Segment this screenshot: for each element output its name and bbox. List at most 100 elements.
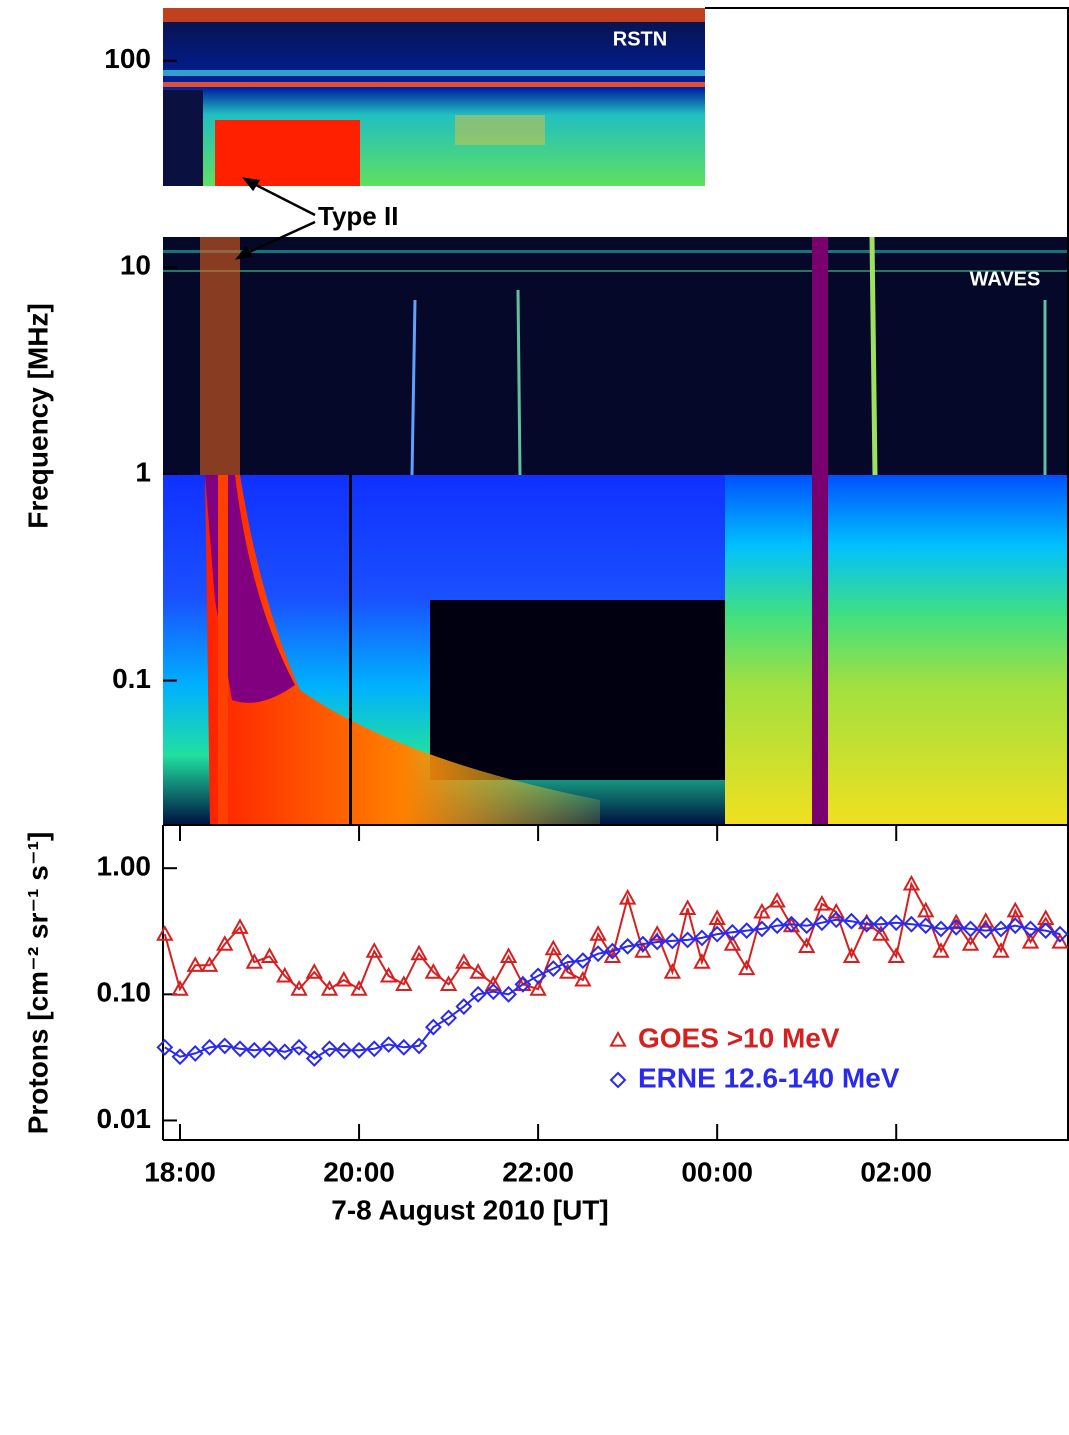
diamond-marker [559,953,577,971]
y-tick-label: 10 [120,250,151,281]
triangle-marker [872,925,890,941]
diamond-marker [395,1038,413,1056]
y-tick-label: 100 [104,43,151,74]
diamond-marker [216,1037,234,1055]
legend-label: ERNE 12.6-140 MeV [638,1062,900,1093]
diamond-marker [290,1038,308,1056]
triangle-marker [424,963,443,979]
diamond-marker [186,1045,204,1062]
series-line [164,918,1061,1060]
diamond-marker [947,918,965,936]
diamond-marker [544,960,562,977]
diamond-marker [455,998,473,1015]
diamond-marker [962,920,979,938]
triangle-marker [648,925,666,941]
x-tick-label: 18:00 [144,1156,216,1187]
diamond-marker [693,929,711,947]
series-line [163,881,1061,992]
x-axis-label: 7-8 August 2010 [UT] [331,1194,608,1225]
diamond-marker [872,915,890,933]
annotation: WAVES [970,268,1041,290]
annotation-arrows [235,177,316,260]
diamond-marker [156,1038,174,1056]
triangle-marker [753,902,771,919]
triangle-marker [663,963,682,979]
triangle-marker [276,966,294,983]
annotation: RSTN [613,28,667,50]
diamond-marker [500,985,517,1003]
triangle-marker [589,925,607,941]
triangle-marker [320,980,339,996]
triangle-marker [618,888,637,905]
diamond-marker [276,1043,294,1061]
triangle-marker [365,942,383,958]
y-tick-label: 0.01 [97,1103,152,1134]
triangle-marker [484,975,503,991]
diamond-marker [335,1041,353,1059]
triangle-marker [961,935,980,951]
diamond-marker [753,920,771,938]
triangle-marker [469,963,487,979]
triangle-marker [813,894,831,911]
diamond-marker [484,983,502,1001]
diamond-marker [1022,920,1039,938]
x-tick-label: 20:00 [323,1156,395,1187]
diamond-marker [723,923,741,941]
x-tick-label: 02:00 [860,1156,932,1187]
diamond-marker [380,1036,398,1053]
triangle-marker [609,1030,627,1047]
triangle-marker [395,975,413,991]
triangle-marker [917,901,935,918]
triangle-marker [738,959,756,976]
diamond-marker [813,914,831,932]
diamond-marker [469,985,487,1003]
diamond-marker [858,915,876,933]
diamond-marker [619,937,637,955]
triangle-marker [574,970,592,987]
y-tick-label: 1 [135,456,151,487]
triangle-marker [379,966,398,983]
triangle-marker [335,970,353,987]
diamond-marker [514,975,532,993]
triangle-marker [1051,932,1069,949]
triangle-marker [992,942,1010,958]
diamond-marker [321,1040,338,1058]
diamond-marker [903,915,920,933]
legend-label: GOES >10 MeV [638,1022,840,1053]
triangle-marker [260,947,279,963]
x-tick-label: 22:00 [502,1156,574,1187]
diamond-marker [679,931,697,949]
diamond-marker [992,920,1010,938]
diamond-marker [768,917,786,935]
diamond-marker [738,922,756,940]
triangle-marker [499,947,518,963]
y-axis-label: Protons [cm⁻² sr⁻¹ s⁻¹] [22,832,53,1135]
diamond-marker [977,922,995,940]
diamond-marker [245,1041,263,1059]
diamond-marker [305,1050,323,1067]
triangle-marker [290,980,308,996]
triangle-marker [797,937,816,953]
triangle-marker [634,942,652,958]
triangle-marker [439,975,458,991]
triangle-marker [156,925,174,941]
diamond-marker [827,911,845,929]
y-tick-label: 0.1 [112,663,151,694]
diamond-marker [609,1071,627,1089]
diamond-marker [708,925,726,943]
diamond-marker [783,915,800,933]
diamond-marker [1051,925,1069,943]
diamond-marker [261,1040,278,1058]
diamond-marker [887,914,905,932]
triangle-marker [723,935,742,951]
triangle-marker [558,963,577,979]
diamond-marker [932,920,950,938]
triangle-marker [693,953,711,969]
triangle-marker [1021,932,1040,949]
y-tick-label: 1.00 [97,851,152,882]
triangle-marker [1006,901,1024,918]
diamond-marker [917,917,935,935]
triangle-marker [455,953,473,969]
triangle-marker [171,980,189,996]
